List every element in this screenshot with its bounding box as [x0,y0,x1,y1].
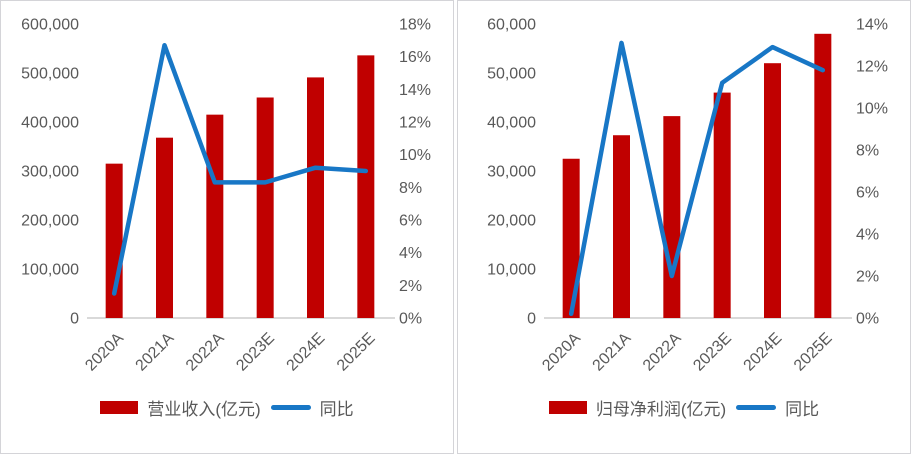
primary-axis-tick-label: 100,000 [21,262,79,279]
x-axis-label-2024E: 2024E [284,330,329,375]
bar-series-label: 营业收入(亿元) [147,400,261,419]
secondary-axis-tick-label: 2% [399,278,422,295]
line-series-label: 同比 [785,400,820,419]
legend-item-line-series: 同比 [736,395,819,420]
x-axis-label-2022A: 2022A [640,330,685,375]
line-series-label: 同比 [319,400,354,419]
x-axis-label-2024E: 2024E [741,330,786,375]
primary-axis-tick-label: 600,000 [21,17,79,34]
legend-item-line-series: 同比 [270,395,354,420]
bar-2021A [613,135,630,318]
net-profit-chart-legend: 归母净利润(亿元) 同比 [458,395,910,420]
bar-2025E [814,33,832,319]
x-axis-label-2020A: 2020A [539,330,584,375]
secondary-axis-tick-label: 6% [856,185,879,202]
secondary-axis-tick-label: 10% [399,147,431,164]
net-profit-combo-chart: 60,000 50,000 40,000 30,000 20,000 10,000 0 14%… [487,17,888,375]
x-axis-label-2025E: 2025E [334,330,379,375]
primary-axis-tick-label: 0 [527,311,536,328]
x-axis-label-2023E: 2023E [233,330,278,375]
primary-axis-tick-label: 500,000 [21,66,79,83]
secondary-axis-tick-label: 8% [856,143,879,160]
secondary-axis-tick-label: 4% [399,245,422,262]
secondary-axis-tick-label: 16% [399,49,431,66]
revenue-chart-panel: 600,000 500,000 400,000 300,000 200,000 100,0… [0,0,454,454]
primary-axis-tick-label: 0 [70,311,79,328]
primary-axis-tick-label: 60,000 [487,17,536,34]
bar-2023E [713,92,731,318]
secondary-axis-tick-label: 10% [856,101,888,118]
x-axis-label-2023E: 2023E [690,330,735,375]
x-axis-label-2021A: 2021A [590,330,635,375]
secondary-axis-tick-label: 0% [399,311,422,328]
x-axis-label-2020A: 2020A [82,330,127,375]
bar-2024E [307,77,324,318]
secondary-axis-tick-label: 12% [399,115,431,132]
secondary-axis-tick-label: 0% [856,311,879,328]
primary-axis-tick-label: 300,000 [21,164,79,181]
secondary-axis-tick-label: 18% [399,17,431,34]
revenue-combo-chart: 600,000 500,000 400,000 300,000 200,000 100,0… [21,17,431,375]
legend-item-bar-series: 营业收入(亿元) [100,395,261,420]
legend-item-bar-series: 归母净利润(亿元) [548,395,727,420]
primary-axis-tick-label: 20,000 [487,213,536,230]
primary-axis-tick-label: 50,000 [487,66,536,83]
x-axis-label-2022A: 2022A [183,330,228,375]
bar-series-swatch [100,401,139,414]
line-series-swatch [270,405,311,410]
yoy-line [568,40,826,317]
secondary-axis-tick-label: 8% [399,180,422,197]
yoy-line [111,42,369,296]
secondary-axis-tick-label: 2% [856,269,879,286]
bar-series-label: 归母净利润(亿元) [595,400,727,419]
primary-axis-tick-label: 400,000 [21,115,79,132]
net-profit-chart-panel: 60,000 50,000 40,000 30,000 20,000 10,000 0 14%… [457,0,911,454]
secondary-axis-tick-label: 14% [856,17,888,34]
bar-2023E [256,97,274,318]
secondary-axis-tick-label: 4% [856,227,879,244]
secondary-axis-tick-label: 12% [856,59,888,76]
line-series-swatch [736,405,777,410]
secondary-axis-tick-label: 14% [399,82,431,99]
primary-axis-tick-label: 40,000 [487,115,536,132]
x-axis-label-2025E: 2025E [791,330,836,375]
primary-axis-tick-label: 30,000 [487,164,536,181]
bar-2021A [156,137,173,318]
bar-series-swatch [548,401,587,414]
secondary-axis-tick-label: 6% [399,213,422,230]
primary-axis-tick-label: 10,000 [487,262,536,279]
bar-2022A [663,116,681,319]
x-axis-label-2021A: 2021A [133,330,178,375]
bar-2020A [562,158,580,318]
bar-2022A [206,114,224,319]
bar-2024E [764,63,781,319]
primary-axis-tick-label: 200,000 [21,213,79,230]
revenue-chart-legend: 营业收入(亿元) 同比 [1,395,453,420]
bar-2025E [357,55,375,319]
